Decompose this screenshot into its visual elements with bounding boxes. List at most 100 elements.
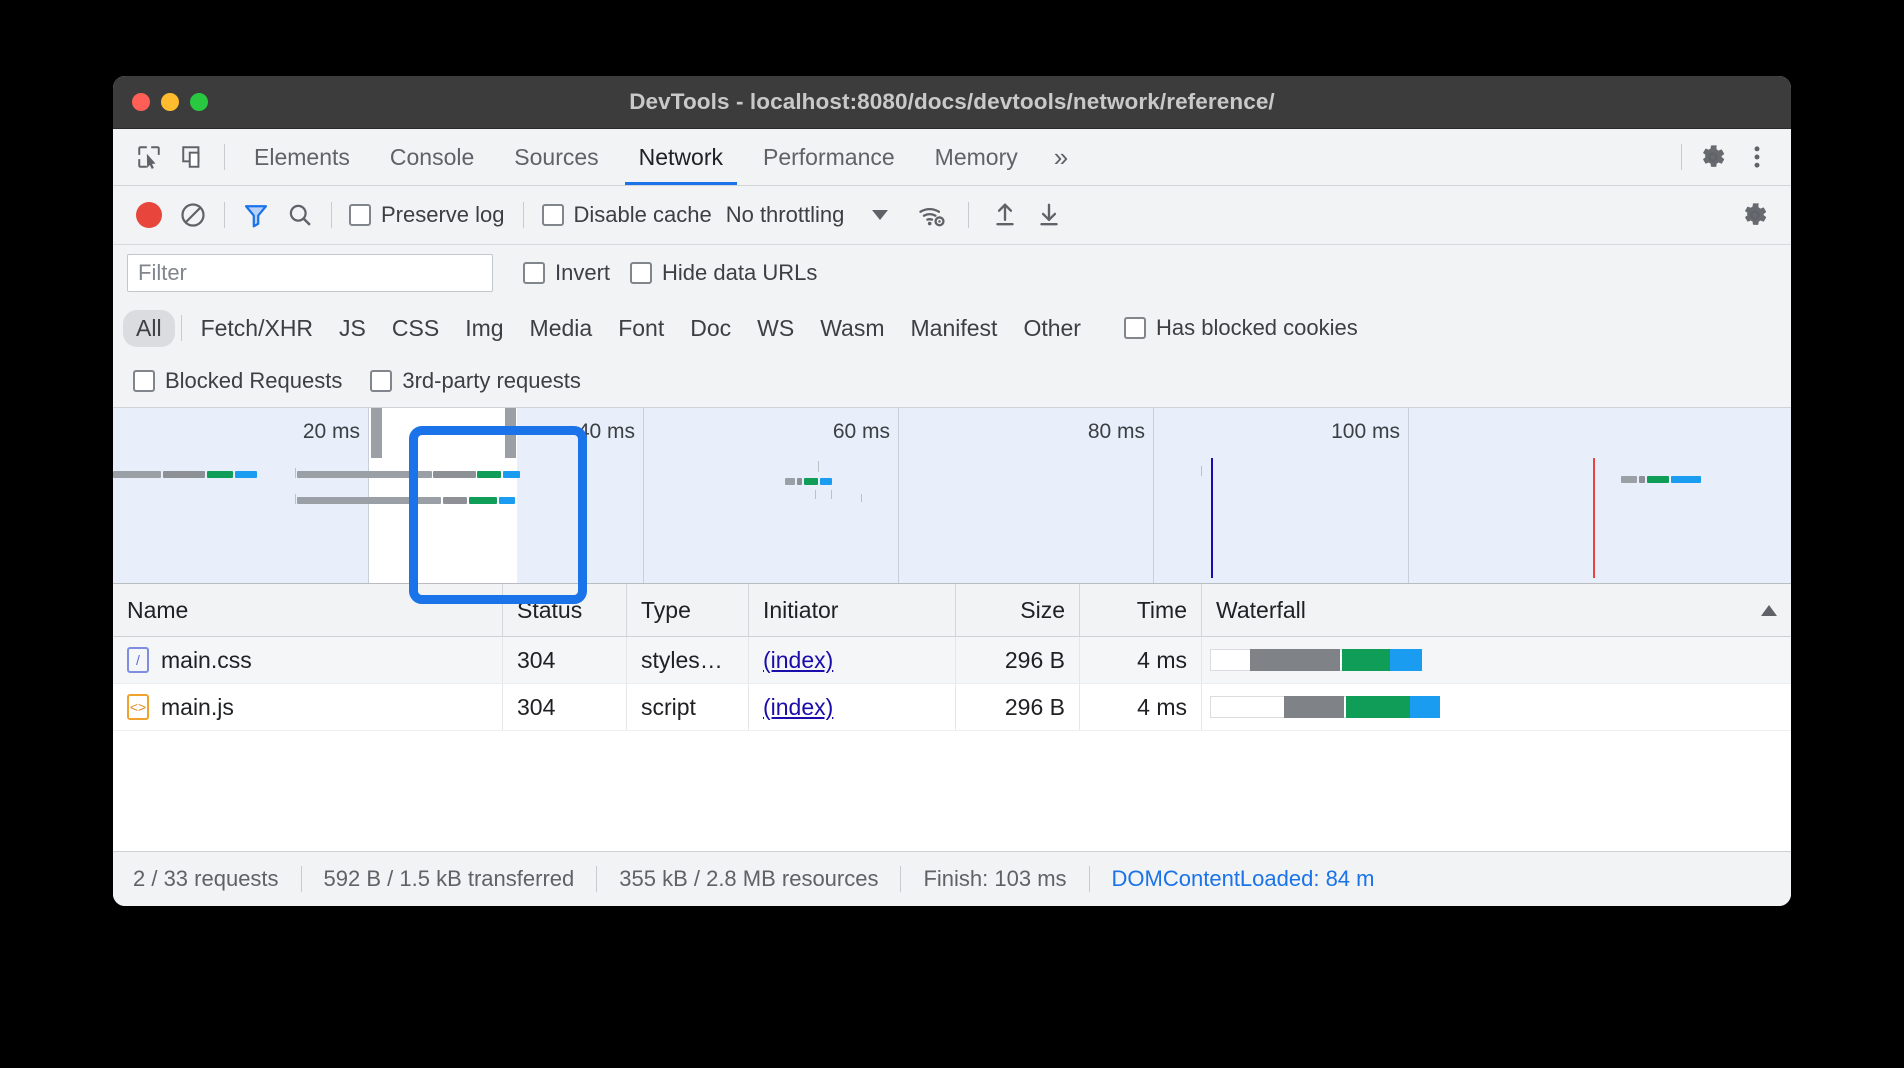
- window-traffic-lights[interactable]: [113, 93, 208, 111]
- chevron-down-icon[interactable]: [872, 210, 889, 220]
- requests-table: Name Status Type Initiator Size Time Wat…: [113, 584, 1791, 851]
- initiator-link[interactable]: (index): [763, 646, 834, 673]
- inspect-element-icon[interactable]: [127, 137, 171, 177]
- record-button-icon[interactable]: [127, 195, 171, 235]
- overview-range-handle-left[interactable]: [371, 408, 382, 458]
- chip-manifest[interactable]: Manifest: [910, 314, 998, 341]
- tab-elements[interactable]: Elements: [254, 143, 350, 170]
- chip-all[interactable]: All: [123, 309, 175, 347]
- ascending-sort-arrow-icon[interactable]: [1761, 604, 1777, 616]
- status-divider: [900, 866, 902, 892]
- cell-initiator[interactable]: (index): [749, 637, 956, 683]
- waterfall-segment-wait: [1346, 696, 1410, 718]
- invert-checkbox[interactable]: Invert: [523, 260, 610, 286]
- search-icon[interactable]: [278, 195, 322, 235]
- status-requests: 2 / 33 requests: [133, 866, 279, 891]
- clear-icon[interactable]: [171, 195, 215, 235]
- column-header-name[interactable]: Name: [113, 584, 503, 636]
- third-party-requests-box[interactable]: [370, 370, 393, 392]
- cell-initiator[interactable]: (index): [749, 684, 956, 730]
- column-header-time[interactable]: Time: [1080, 584, 1202, 636]
- tab-sources[interactable]: Sources: [514, 143, 599, 170]
- column-header-type[interactable]: Type: [627, 584, 749, 636]
- waterfall-segment-wait: [1342, 649, 1390, 671]
- initiator-link[interactable]: (index): [763, 693, 834, 720]
- filter-bar: Filter Invert Hide data URLs: [113, 245, 1791, 301]
- chip-font[interactable]: Font: [618, 314, 665, 341]
- load-event-marker: [1593, 458, 1595, 578]
- network-overview-timeline[interactable]: 20 ms 40 ms 60 ms 80 ms 100 ms: [113, 408, 1791, 584]
- tab-memory[interactable]: Memory: [934, 143, 1018, 170]
- hide-data-urls-box[interactable]: [630, 262, 653, 284]
- filter-input[interactable]: Filter: [127, 254, 493, 292]
- window-titlebar: DevTools - localhost:8080/docs/devtools/…: [113, 76, 1791, 129]
- import-har-icon[interactable]: [983, 195, 1027, 235]
- maximize-window-button[interactable]: [190, 93, 208, 111]
- status-finish: Finish: 103 ms: [923, 866, 1067, 891]
- chip-fetch-xhr[interactable]: Fetch/XHR: [200, 314, 314, 341]
- overview-request-bar: [297, 471, 432, 478]
- status-divider: [1088, 866, 1090, 892]
- device-toolbar-icon[interactable]: [171, 137, 215, 177]
- throttling-select-value[interactable]: No throttling: [725, 202, 845, 227]
- chip-media[interactable]: Media: [529, 314, 593, 341]
- cell-name[interactable]: / main.css: [113, 637, 503, 683]
- tab-console[interactable]: Console: [389, 143, 475, 170]
- cell-name[interactable]: <> main.js: [113, 684, 503, 730]
- chip-css[interactable]: CSS: [391, 314, 440, 341]
- cell-size: 296 B: [956, 637, 1080, 683]
- dom-content-loaded-marker: [1211, 458, 1213, 578]
- column-header-waterfall[interactable]: Waterfall: [1202, 584, 1791, 636]
- minimize-window-button[interactable]: [161, 93, 179, 111]
- devtools-tabstrip: Elements Console Sources Network Perform…: [113, 129, 1791, 186]
- blocked-filters-row: Blocked Requests 3rd-party requests: [113, 355, 1791, 408]
- toolbar-divider: [224, 202, 225, 228]
- column-header-initiator[interactable]: Initiator: [749, 584, 956, 636]
- hide-data-urls-checkbox[interactable]: Hide data URLs: [630, 260, 817, 286]
- tab-network[interactable]: Network: [619, 130, 743, 185]
- gear-icon[interactable]: [1691, 137, 1735, 177]
- chip-doc[interactable]: Doc: [690, 314, 732, 341]
- has-blocked-cookies-box[interactable]: [1123, 317, 1146, 339]
- overview-request-bar: [1639, 476, 1645, 483]
- column-header-size[interactable]: Size: [956, 584, 1080, 636]
- chip-ws[interactable]: WS: [757, 314, 795, 341]
- disable-cache-checkbox[interactable]: Disable cache: [541, 202, 712, 228]
- more-tabs-chevron-icon[interactable]: »: [1053, 142, 1069, 172]
- preserve-log-checkbox[interactable]: Preserve log: [349, 202, 505, 228]
- overview-request-bar: [820, 478, 832, 485]
- blocked-requests-checkbox[interactable]: Blocked Requests: [133, 368, 342, 394]
- hide-data-urls-label: Hide data URLs: [662, 260, 818, 285]
- export-har-icon[interactable]: [1027, 195, 1071, 235]
- invert-box[interactable]: [523, 262, 545, 284]
- filter-funnel-icon[interactable]: [234, 195, 278, 235]
- overview-request-bar: [477, 471, 501, 478]
- disable-cache-box[interactable]: [541, 204, 564, 226]
- chip-img[interactable]: Img: [465, 314, 504, 341]
- network-settings-gear-icon[interactable]: [1733, 195, 1777, 235]
- overview-range-handle-right[interactable]: [505, 408, 516, 458]
- has-blocked-cookies-checkbox[interactable]: Has blocked cookies: [1123, 315, 1358, 341]
- column-header-status[interactable]: Status: [503, 584, 627, 636]
- chip-js[interactable]: JS: [339, 314, 366, 341]
- network-conditions-icon[interactable]: [910, 195, 954, 235]
- kebab-menu-icon[interactable]: [1735, 137, 1779, 177]
- third-party-requests-label: 3rd-party requests: [402, 368, 581, 393]
- third-party-requests-checkbox[interactable]: 3rd-party requests: [370, 368, 581, 394]
- toolbar-divider: [224, 144, 225, 170]
- cell-type: styles…: [627, 637, 749, 683]
- overview-selected-range[interactable]: [369, 408, 517, 583]
- chip-wasm[interactable]: Wasm: [820, 314, 885, 341]
- table-row[interactable]: / main.css 304 styles… (index) 296 B 4 m…: [113, 637, 1791, 684]
- chip-other[interactable]: Other: [1023, 314, 1081, 341]
- preserve-log-box[interactable]: [349, 204, 371, 226]
- table-row[interactable]: <> main.js 304 script (index) 296 B 4 ms: [113, 684, 1791, 731]
- waterfall-segment-stalled: [1250, 649, 1340, 671]
- overview-request-tick: [831, 490, 832, 499]
- blocked-requests-box[interactable]: [133, 370, 155, 392]
- overview-request-tick: [818, 461, 819, 472]
- close-window-button[interactable]: [132, 93, 150, 111]
- tab-performance[interactable]: Performance: [763, 143, 895, 170]
- cell-time: 4 ms: [1080, 684, 1202, 730]
